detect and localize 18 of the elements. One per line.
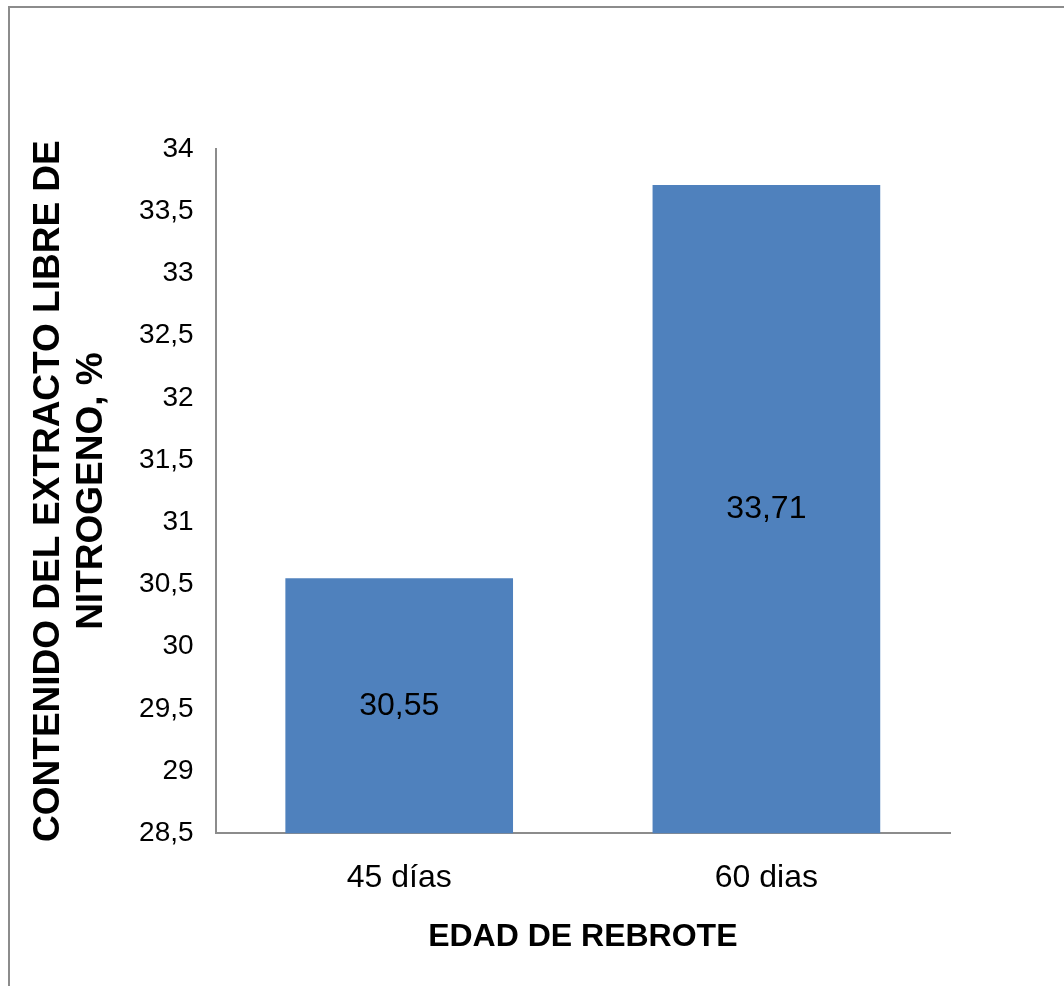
x-axis-title: EDAD DE REBROTE [428,916,738,953]
y-tick-label: 30,5 [139,567,194,599]
y-tick-label: 30 [162,629,194,661]
y-tick-label: 33 [162,256,194,288]
y-tick-label: 29,5 [139,691,194,723]
y-tick-label: 32,5 [139,318,194,350]
y-tick-label: 28,5 [139,815,194,847]
y-tick-label: 34 [162,131,194,163]
y-tick-label: 33,5 [139,193,194,225]
data-label: 30,55 [359,685,440,722]
y-tick-label: 32 [162,380,194,412]
x-tick-label: 45 días [346,858,452,895]
data-label: 33,71 [726,488,807,525]
y-axis-title: CONTENIDO DEL EXTRACTO LIBRE DE NITROGENO, % [26,140,111,842]
y-tick-label: 31 [162,504,194,536]
y-tick-label: 31,5 [139,442,194,474]
x-tick-label: 60 dias [714,858,818,895]
y-tick-label: 29 [162,753,194,785]
